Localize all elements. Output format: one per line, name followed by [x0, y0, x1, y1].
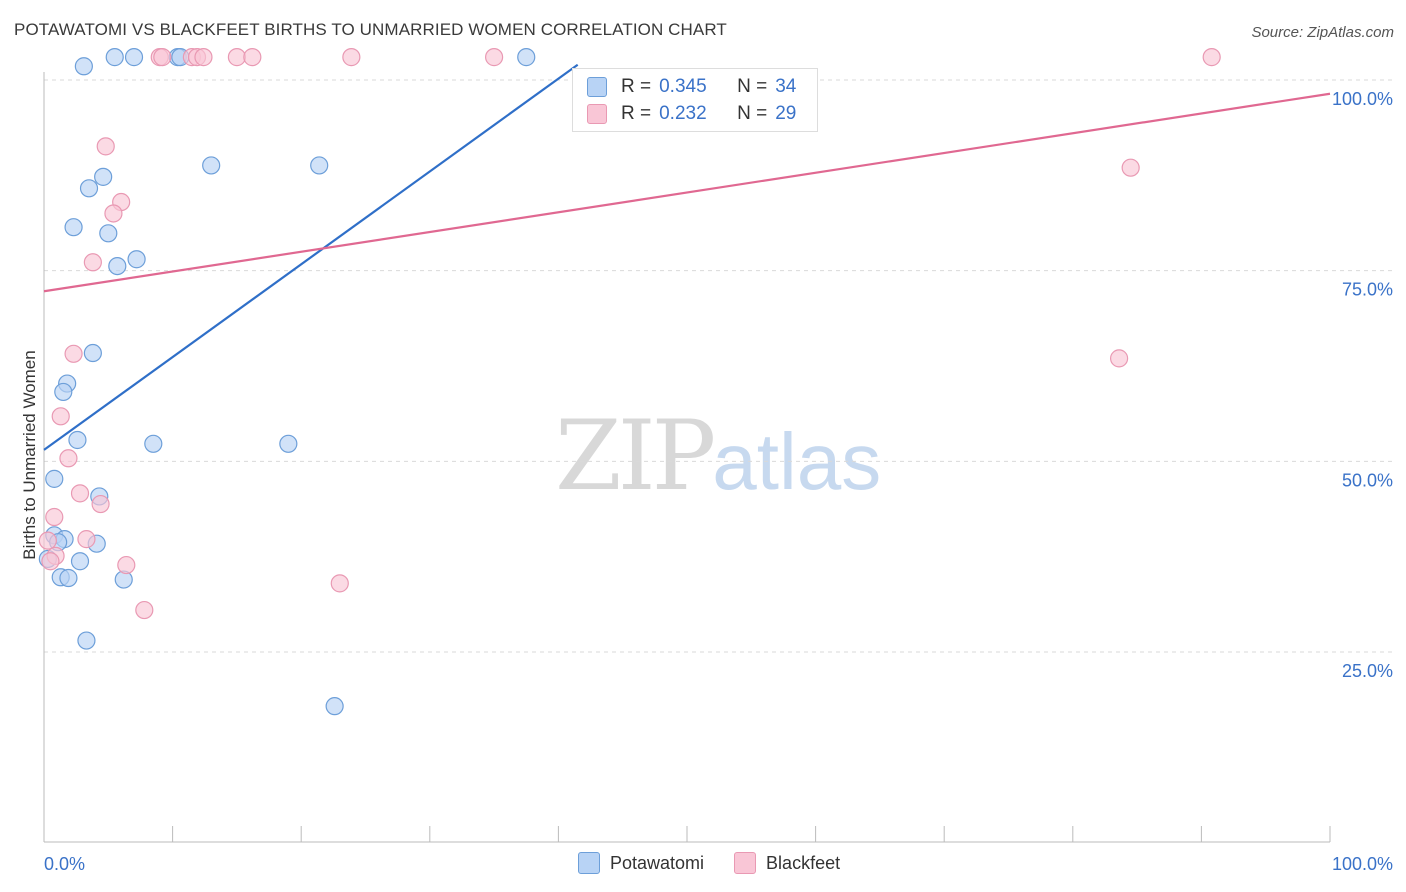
legend-r-label: R = — [621, 76, 652, 97]
y-tick-label-25: 25.0% — [1342, 661, 1393, 681]
potawatomi-point-6 — [202, 156, 221, 175]
blackfeet-point-27 — [330, 574, 349, 593]
blackfeet-point-16 — [64, 344, 83, 363]
y-tick-label-75: 75.0% — [1342, 280, 1393, 300]
blackfeet-point-19 — [70, 484, 90, 503]
blackfeet-point-28 — [135, 600, 154, 620]
watermark-zip: ZIP — [555, 400, 716, 512]
potawatomi-point-5 — [517, 48, 536, 67]
correlation-legend: R = 0.345 N = 34 R = 0.232 N = 29 — [572, 68, 818, 132]
potawatomi-point-7 — [310, 156, 329, 175]
potawatomi-point-32 — [325, 697, 344, 716]
blackfeet-point-23 — [38, 531, 57, 550]
series-name-blackfeet: Blackfeet — [766, 852, 841, 873]
blackfeet-point-4 — [194, 48, 213, 67]
legend-swatch-potawatomi — [587, 77, 607, 97]
legend-swatch-blackfeet — [587, 104, 607, 124]
x-tick-label-0: 0.0% — [44, 854, 85, 874]
series-swatch-potawatomi — [578, 852, 600, 874]
potawatomi-point-9 — [79, 179, 99, 198]
series-name-potawatomi: Potawatomi — [610, 852, 705, 873]
blackfeet-trend-line — [43, 92, 1331, 293]
legend-r-label: R = — [621, 103, 652, 124]
potawatomi-point-16 — [54, 382, 73, 402]
potawatomi-point-11 — [99, 224, 118, 243]
blackfeet-point-8 — [485, 48, 504, 67]
potawatomi-trend-line — [43, 63, 579, 451]
blackfeet-point-15 — [1109, 349, 1129, 368]
potawatomi-point-10 — [64, 218, 83, 237]
potawatomi-point-31 — [77, 631, 96, 650]
chart-title: POTAWATOMI VS BLACKFEET BIRTHS TO UNMARR… — [14, 20, 727, 39]
legend-r-value-blackfeet: 0.232 — [659, 103, 707, 124]
blackfeet-point-25 — [41, 552, 60, 571]
potawatomi-point-8 — [94, 167, 113, 186]
potawatomi-point-18 — [144, 434, 163, 453]
blackfeet-point-17 — [51, 407, 70, 426]
legend-n-label: N = — [737, 103, 768, 124]
blackfeet-point-11 — [1121, 158, 1140, 177]
blackfeet-point-5 — [227, 48, 246, 67]
potawatomi-point-20 — [45, 469, 64, 488]
blackfeet-point-21 — [45, 507, 64, 527]
potawatomi-point-29 — [59, 568, 78, 588]
blackfeet-point-18 — [59, 449, 78, 468]
potawatomi-point-0 — [105, 48, 124, 67]
series-legend: Potawatomi Blackfeet — [578, 852, 870, 874]
y-tick-label-50: 50.0% — [1342, 470, 1393, 490]
blackfeet-point-10 — [96, 137, 115, 156]
blackfeet-point-26 — [117, 555, 136, 575]
blackfeet-point-13 — [104, 204, 123, 223]
blackfeet-point-20 — [91, 494, 110, 514]
potawatomi-point-27 — [70, 552, 90, 571]
series-swatch-blackfeet — [734, 852, 757, 874]
potawatomi-point-2 — [124, 48, 144, 67]
potawatomi-point-14 — [83, 343, 102, 363]
legend-n-label: N = — [737, 76, 768, 97]
legend-n-value-blackfeet: 29 — [775, 103, 797, 124]
source-credit: Source: ZipAtlas.com — [1251, 24, 1394, 41]
y-tick-label-100: 100.0% — [1332, 89, 1393, 109]
legend-n-value-potawatomi: 34 — [775, 76, 797, 97]
legend-row-blackfeet: R = 0.232 N = 29 — [587, 102, 796, 126]
legend-r-value-potawatomi: 0.345 — [659, 76, 707, 97]
blackfeet-point-9 — [1202, 48, 1221, 67]
series-legend-potawatomi[interactable]: Potawatomi — [578, 852, 704, 874]
potawatomi-point-1 — [74, 57, 93, 76]
blackfeet-point-6 — [243, 48, 262, 67]
potawatomi-point-13 — [127, 250, 146, 269]
potawatomi-point-17 — [68, 430, 87, 450]
x-tick-label-100: 100.0% — [1332, 854, 1393, 874]
potawatomi-point-19 — [279, 434, 298, 453]
blackfeet-point-7 — [342, 48, 361, 67]
blackfeet-point-22 — [77, 530, 96, 549]
blackfeet-point-14 — [83, 253, 102, 272]
potawatomi-point-12 — [108, 256, 127, 276]
series-legend-blackfeet[interactable]: Blackfeet — [734, 852, 840, 874]
legend-row-potawatomi: R = 0.345 N = 34 — [587, 75, 796, 99]
blackfeet-point-1 — [153, 48, 172, 67]
